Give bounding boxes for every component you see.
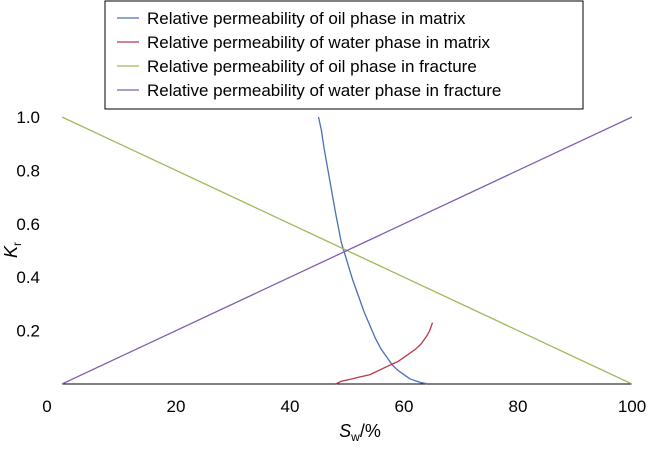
y-axis-label: Kr [1,242,24,258]
y-tick-label: 0.6 [16,215,40,234]
legend-item: Relative permeability of oil phase in fr… [117,57,477,76]
x-axis-label: Sw/% [339,421,381,444]
legend-label: Relative permeability of oil phase in fr… [147,57,477,76]
y-tick-label: 0.2 [16,322,40,341]
legend-item: Relative permeability of water phase in … [117,81,501,100]
x-axis-label-sub: w [350,430,360,444]
series-line-2 [335,322,434,385]
x-tick-label: 20 [167,397,186,416]
x-tick-label: 0 [42,397,51,416]
y-axis-label-main: K [1,245,21,258]
legend-label: Relative permeability of oil phase in ma… [147,9,466,28]
y-tick-label: 0.4 [16,268,40,287]
y-axis-label-sub: r [10,242,24,246]
x-axis-label-main: S [339,421,351,441]
series-lines [61,116,633,385]
x-tick-label: 80 [509,397,528,416]
x-axis-label-unit: /% [360,421,381,441]
legend-label: Relative permeability of water phase in … [147,81,501,100]
y-tick-label: 1.0 [16,108,40,127]
legend-item: Relative permeability of oil phase in ma… [117,9,466,28]
legend-label: Relative permeability of water phase in … [147,33,490,52]
x-tick-label: 40 [281,397,300,416]
legend-item: Relative permeability of water phase in … [117,33,490,52]
y-tick-label: 0.8 [16,161,40,180]
series-line-1 [317,116,427,385]
series-line-4 [61,116,633,385]
x-tick-labels: 0 20 40 60 80 100 [42,397,646,416]
legend: Relative permeability of oil phase in ma… [104,0,584,110]
legend-box [104,0,584,110]
x-tick-label: 100 [618,397,646,416]
plot-area: 0.2 0.4 0.6 0.8 1.0 0 20 40 60 80 100 [16,108,646,416]
y-tick-labels: 0.2 0.4 0.6 0.8 1.0 [16,108,40,341]
x-tick-label: 60 [395,397,414,416]
